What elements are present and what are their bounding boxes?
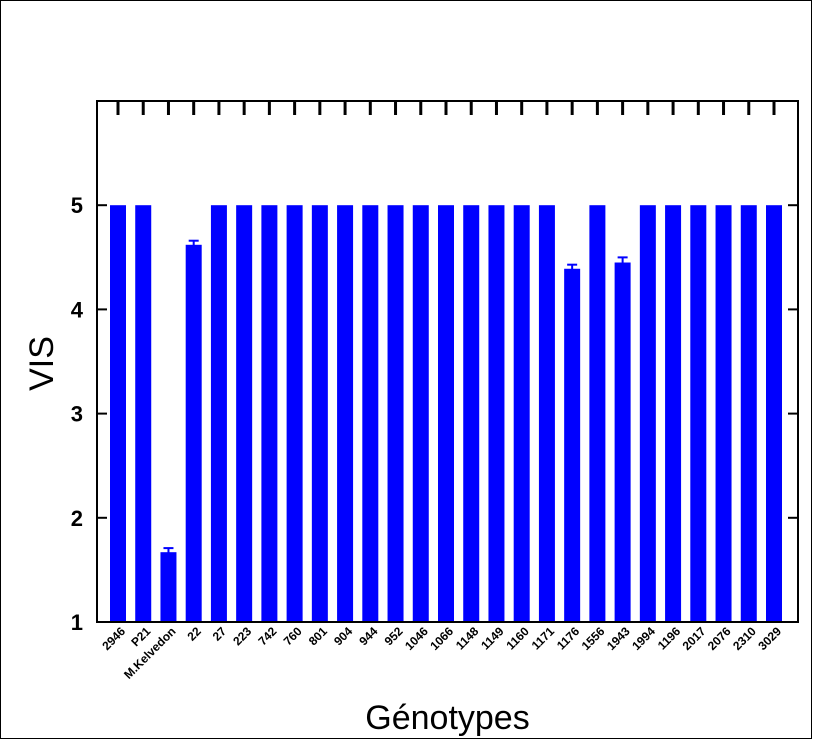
x-tick-label: 2310 <box>730 624 759 653</box>
x-tick-label: 742 <box>255 624 279 648</box>
bar <box>513 205 530 622</box>
y-tick-label: 2 <box>71 506 83 531</box>
bar <box>210 205 227 622</box>
x-tick-label: 3029 <box>755 624 784 653</box>
bar <box>160 552 177 622</box>
bar <box>438 205 454 622</box>
bar <box>488 205 505 622</box>
x-tick-label: 223 <box>230 624 254 648</box>
y-tick-label: 5 <box>71 193 83 218</box>
x-tick-label: 1148 <box>453 624 482 653</box>
bar <box>110 205 126 622</box>
x-axis-title: Génotypes <box>365 699 529 737</box>
bar <box>740 205 757 622</box>
bar <box>589 205 606 622</box>
x-tick-label: 22 <box>184 624 204 644</box>
x-tick-label: 2017 <box>680 624 709 653</box>
x-tick-label: 1046 <box>402 624 431 653</box>
bar <box>766 205 782 622</box>
x-tick-label: 801 <box>306 624 330 648</box>
x-tick-label: 1066 <box>427 624 456 653</box>
bar <box>665 205 682 622</box>
bar <box>135 205 152 622</box>
bar <box>261 205 278 622</box>
x-tick-label: 1943 <box>604 624 633 653</box>
bar <box>538 205 555 622</box>
bar <box>690 205 707 622</box>
bars-layer <box>110 205 782 622</box>
bar <box>564 268 581 622</box>
bar <box>614 262 631 622</box>
x-tick-label: 2076 <box>705 624 734 653</box>
bar <box>463 205 480 622</box>
x-tick-label: 1994 <box>629 624 658 653</box>
x-tick-label: 1176 <box>554 624 583 653</box>
y-tick-label: 4 <box>71 297 84 322</box>
bar <box>286 205 303 622</box>
y-tick-label: 3 <box>71 402 83 427</box>
x-tick-label: 1171 <box>529 624 558 653</box>
x-tick-label: 2946 <box>99 624 128 653</box>
bar <box>185 244 202 622</box>
bar <box>362 205 379 622</box>
bar <box>337 205 354 622</box>
bar <box>639 205 656 622</box>
bar <box>715 205 732 622</box>
y-axis-title: VIS <box>23 336 61 391</box>
x-tick-label: 944 <box>356 624 380 648</box>
y-tick-label: 1 <box>71 610 83 635</box>
x-tick-label: 1196 <box>655 624 684 653</box>
x-tick-label: 1149 <box>478 624 507 653</box>
bar <box>236 205 253 622</box>
bar <box>311 205 328 622</box>
x-tick-label: 27 <box>210 624 230 644</box>
x-tick-label: 760 <box>281 624 305 648</box>
x-tick-label: 1556 <box>579 624 608 653</box>
x-tick-label: 1160 <box>503 624 532 653</box>
bar <box>387 205 404 622</box>
x-tick-label: 952 <box>382 624 406 648</box>
bar <box>412 205 429 622</box>
axes-layer <box>96 100 799 623</box>
x-tick-label: 904 <box>331 624 355 648</box>
